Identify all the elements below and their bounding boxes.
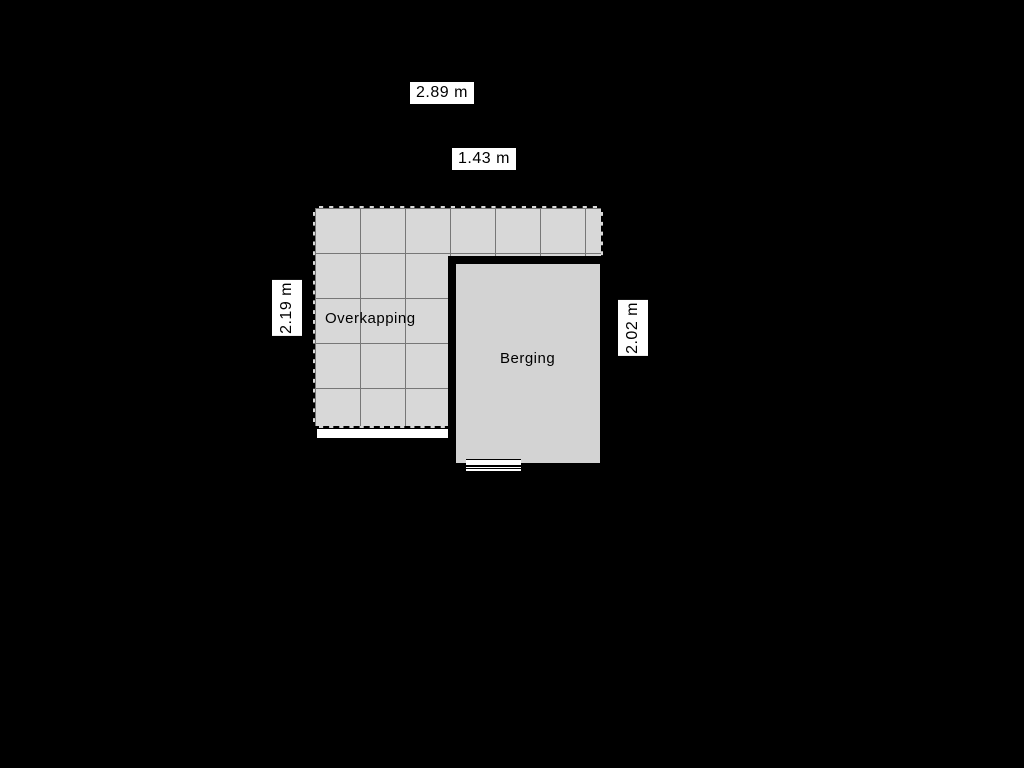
dim-top-inner-tick-r — [523, 156, 527, 158]
threshold-strip — [317, 428, 448, 438]
dim-left-tick-b — [280, 352, 282, 356]
berging-label: Berging — [500, 350, 555, 367]
door-hatch-1 — [466, 466, 521, 467]
dim-left: 2.19 m — [272, 280, 302, 336]
dim-right-tick-b — [626, 372, 628, 376]
threshold-line-top — [317, 428, 448, 429]
overkapping-label: Overkapping — [325, 310, 416, 327]
dim-left-tick-t — [280, 274, 282, 278]
dim-right: 2.02 m — [618, 300, 648, 356]
dim-top-outer: 2.89 m — [410, 82, 474, 104]
threshold-line-bot — [317, 438, 448, 439]
berging-door — [466, 459, 521, 466]
dim-top-outer-tick-r — [481, 90, 485, 92]
dim-right-tick-t — [626, 294, 628, 298]
dim-top-inner-tick-l — [446, 156, 450, 158]
dim-top-outer-tick-l — [404, 90, 408, 92]
floorplan-canvas: { "canvas": { "w": 1024, "h": 768, "bg":… — [0, 0, 1024, 768]
dim-top-inner: 1.43 m — [452, 148, 516, 170]
door-hatch-2 — [466, 468, 521, 469]
